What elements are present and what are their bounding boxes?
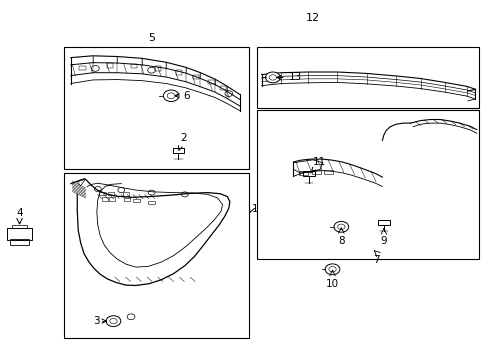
Bar [123,198,130,201]
Circle shape [328,266,336,272]
Bar [175,70,182,75]
Text: 12: 12 [305,13,319,23]
Text: 2: 2 [178,133,186,150]
Bar [219,86,225,90]
Text: 1: 1 [251,204,258,214]
Text: 4: 4 [16,208,23,218]
Bar [99,192,105,195]
Bar [154,66,161,71]
Circle shape [268,75,276,80]
Text: 3: 3 [93,316,106,326]
Bar [299,171,307,175]
Text: 13: 13 [276,72,301,82]
Text: 6: 6 [175,91,190,101]
Bar [122,192,129,196]
Bar [256,47,478,108]
Bar [192,75,199,79]
Text: 10: 10 [325,279,338,289]
Circle shape [333,221,348,232]
Circle shape [163,90,179,102]
Bar [323,170,332,174]
Bar [130,64,137,68]
Circle shape [167,93,175,99]
Bar [107,63,113,68]
Circle shape [106,316,121,327]
Bar [12,225,27,228]
Bar [377,220,389,225]
Circle shape [337,224,345,230]
Bar [172,148,184,153]
Bar [208,80,214,84]
Bar [108,192,114,195]
Circle shape [265,72,280,83]
Bar [256,110,478,259]
Bar [148,201,154,204]
Bar [63,47,249,169]
Circle shape [325,264,339,275]
Text: 7: 7 [372,255,379,265]
Text: 5: 5 [148,33,155,43]
Bar [10,239,29,245]
Text: 8: 8 [337,236,344,246]
Bar [109,197,115,201]
Bar [303,171,314,176]
Bar [133,199,140,202]
Bar [311,170,320,174]
Bar [7,228,32,240]
Circle shape [109,318,117,324]
Bar [63,173,249,338]
Bar [102,197,108,201]
Text: 9: 9 [380,236,386,246]
Text: 11: 11 [310,157,325,172]
Bar [79,66,85,70]
